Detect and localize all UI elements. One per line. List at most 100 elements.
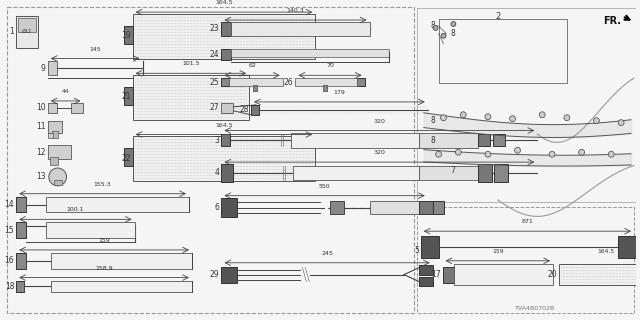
Text: 20: 20 — [547, 270, 557, 279]
Text: 15: 15 — [4, 226, 14, 235]
Text: 101.5: 101.5 — [182, 61, 200, 66]
Bar — [16, 16, 38, 48]
Bar — [433, 201, 445, 214]
Text: 23: 23 — [210, 24, 220, 33]
Text: 158.9: 158.9 — [95, 266, 113, 271]
Bar — [323, 85, 327, 91]
Text: 164.5: 164.5 — [215, 123, 233, 128]
Text: 8: 8 — [431, 136, 435, 145]
Text: 8: 8 — [451, 29, 455, 38]
Bar — [52, 131, 58, 139]
Circle shape — [579, 149, 584, 155]
Bar — [419, 201, 433, 214]
Bar — [419, 132, 478, 148]
Bar — [124, 26, 132, 44]
Circle shape — [549, 151, 555, 157]
Text: 145: 145 — [90, 47, 101, 52]
Bar — [16, 281, 24, 292]
Bar — [419, 276, 433, 286]
Bar — [296, 78, 356, 86]
Circle shape — [564, 115, 570, 121]
Text: FR.: FR. — [603, 16, 621, 26]
Circle shape — [485, 114, 491, 120]
Text: 320: 320 — [373, 119, 385, 124]
Circle shape — [593, 118, 600, 124]
Bar — [124, 87, 132, 105]
Text: 12: 12 — [36, 148, 46, 157]
Text: 1: 1 — [10, 27, 14, 36]
Bar — [421, 236, 438, 258]
Bar — [72, 103, 83, 113]
Text: 28: 28 — [239, 105, 249, 114]
Bar — [48, 121, 61, 132]
Bar — [291, 132, 419, 148]
Bar — [48, 103, 57, 113]
Text: 11: 11 — [36, 122, 46, 131]
Text: 245: 245 — [321, 251, 333, 256]
Text: 164.5: 164.5 — [215, 0, 233, 5]
Circle shape — [455, 149, 461, 155]
Bar — [221, 49, 231, 60]
Bar — [18, 18, 36, 32]
Bar — [221, 198, 237, 217]
Bar — [132, 14, 316, 59]
Bar — [46, 222, 134, 238]
Text: 3: 3 — [214, 136, 220, 145]
Bar — [16, 253, 26, 269]
Text: 25: 25 — [210, 78, 220, 87]
Text: 140.3: 140.3 — [287, 8, 305, 13]
Text: 16: 16 — [4, 256, 14, 265]
Bar — [221, 103, 234, 113]
Circle shape — [440, 115, 447, 121]
Text: 70: 70 — [326, 63, 334, 68]
Bar — [454, 264, 553, 285]
Bar — [221, 78, 229, 86]
Circle shape — [509, 116, 516, 122]
Text: 17: 17 — [431, 270, 440, 279]
Bar — [124, 148, 132, 166]
Text: 26: 26 — [284, 78, 294, 87]
Bar — [292, 166, 419, 180]
Bar — [50, 157, 58, 165]
Text: 44: 44 — [62, 89, 69, 94]
Bar — [221, 134, 230, 146]
Text: 22: 22 — [121, 154, 131, 163]
Bar — [618, 236, 636, 258]
Text: 10: 10 — [36, 103, 46, 112]
Bar — [46, 197, 189, 212]
Bar — [253, 85, 257, 91]
Text: 14: 14 — [4, 200, 14, 209]
Circle shape — [618, 120, 624, 126]
Text: 29: 29 — [210, 270, 220, 279]
Text: 13: 13 — [36, 172, 46, 181]
Circle shape — [49, 168, 67, 186]
Bar — [16, 222, 26, 238]
Circle shape — [485, 151, 491, 157]
Text: 7: 7 — [451, 165, 455, 174]
Text: 155.3: 155.3 — [94, 182, 111, 187]
Bar — [229, 78, 283, 86]
Bar — [356, 78, 365, 86]
Bar — [231, 49, 389, 57]
Bar — [442, 267, 454, 283]
Bar — [419, 166, 478, 180]
Text: 320: 320 — [373, 150, 385, 155]
Text: 9: 9 — [41, 64, 46, 73]
Text: 24: 24 — [210, 50, 220, 59]
Bar — [54, 180, 61, 185]
Text: 100.1: 100.1 — [67, 207, 84, 212]
Text: 164.5: 164.5 — [597, 249, 614, 254]
Text: 4: 4 — [214, 168, 220, 178]
Text: 159: 159 — [492, 249, 504, 254]
Circle shape — [515, 147, 520, 153]
Bar — [132, 136, 316, 181]
Circle shape — [441, 33, 446, 38]
Text: 8: 8 — [431, 116, 435, 125]
Text: 2: 2 — [495, 12, 500, 21]
Text: 27: 27 — [210, 103, 220, 112]
Bar — [494, 164, 508, 182]
Bar — [48, 61, 57, 75]
Circle shape — [608, 151, 614, 157]
Circle shape — [540, 112, 545, 118]
Bar — [221, 267, 237, 283]
